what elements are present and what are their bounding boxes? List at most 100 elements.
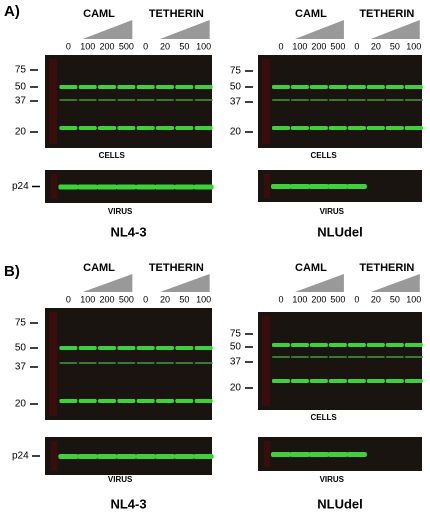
band <box>175 85 194 89</box>
lane-label: 100 <box>292 41 307 51</box>
band <box>135 184 156 190</box>
marker-label: 20 <box>230 127 242 138</box>
band <box>366 343 385 347</box>
band <box>98 362 117 364</box>
band <box>366 356 385 358</box>
lane-label: 0 <box>143 41 148 51</box>
band <box>175 362 194 364</box>
band <box>328 99 347 101</box>
marker-label: 50 <box>15 343 27 354</box>
lane-label: 200 <box>311 41 326 51</box>
band <box>309 356 328 358</box>
gradient-triangle <box>294 274 344 292</box>
band <box>328 85 347 89</box>
band <box>117 99 136 101</box>
band <box>309 379 328 383</box>
band <box>155 184 176 190</box>
virus-label: VIRUS <box>108 475 133 484</box>
band <box>156 399 175 403</box>
band <box>385 379 404 383</box>
band <box>271 379 290 383</box>
band <box>175 99 194 101</box>
gradient-triangle <box>160 274 210 292</box>
band <box>347 126 366 130</box>
ladder <box>262 59 270 144</box>
virus-name: NL4-3 <box>110 224 146 239</box>
panel-label: B) <box>4 263 20 280</box>
lane-label: 20 <box>371 294 381 304</box>
cells-blot <box>258 55 422 148</box>
lane-label: 100 <box>196 294 211 304</box>
group-label: TETHERIN <box>359 262 414 274</box>
band <box>194 99 213 101</box>
cells-label: CELLS <box>310 413 337 422</box>
band <box>289 452 310 457</box>
group-label: CAML <box>83 8 115 20</box>
band <box>328 356 347 358</box>
ladder <box>262 316 270 406</box>
band <box>194 85 213 89</box>
band <box>347 85 366 89</box>
marker-label: 75 <box>15 318 27 329</box>
marker-label: 20 <box>230 383 242 394</box>
ladder <box>264 174 270 198</box>
band <box>58 184 79 190</box>
marker-label: 50 <box>230 82 242 93</box>
lane-label: 0 <box>66 294 71 304</box>
band <box>347 99 366 101</box>
ladder <box>49 312 57 416</box>
band <box>328 126 347 130</box>
cells-blot <box>258 312 422 410</box>
marker-label: 37 <box>15 362 27 373</box>
band <box>117 346 136 350</box>
band <box>270 184 291 189</box>
marker-label: 75 <box>15 65 27 76</box>
band <box>290 379 309 383</box>
ladder <box>51 174 57 199</box>
band <box>270 452 291 457</box>
lane-label: 100 <box>196 41 211 51</box>
lane-label: 100 <box>80 294 95 304</box>
band <box>347 356 366 358</box>
band <box>385 356 404 358</box>
band <box>136 85 155 89</box>
band <box>136 99 155 101</box>
band <box>175 346 194 350</box>
band <box>290 85 309 89</box>
band <box>290 126 309 130</box>
band <box>194 399 213 403</box>
group-label: TETHERIN <box>149 8 204 20</box>
band <box>136 362 155 364</box>
lane-label: 50 <box>179 294 189 304</box>
group-label: CAML <box>295 262 327 274</box>
p24-label: p24 <box>12 181 29 192</box>
band <box>78 399 97 403</box>
band <box>136 346 155 350</box>
band <box>385 99 404 101</box>
band <box>328 379 347 383</box>
band <box>174 184 195 190</box>
gradient-triangle <box>370 20 420 39</box>
band <box>155 454 176 459</box>
band <box>156 126 175 130</box>
band <box>98 99 117 101</box>
marker-label: 37 <box>15 96 27 107</box>
band <box>328 343 347 347</box>
marker-label: 75 <box>230 329 242 340</box>
band <box>116 184 137 190</box>
band <box>117 85 136 89</box>
band <box>308 452 329 457</box>
band <box>308 184 329 189</box>
band <box>117 362 136 364</box>
marker-label: 50 <box>230 342 242 353</box>
lane-label: 0 <box>354 41 359 51</box>
band <box>194 346 213 350</box>
band <box>156 362 175 364</box>
band <box>98 85 117 89</box>
lane-label: 100 <box>406 41 421 51</box>
lane-label: 20 <box>160 41 170 51</box>
band <box>289 184 310 189</box>
group-label: CAML <box>295 8 327 20</box>
virus-name: NLUdel <box>317 496 363 511</box>
